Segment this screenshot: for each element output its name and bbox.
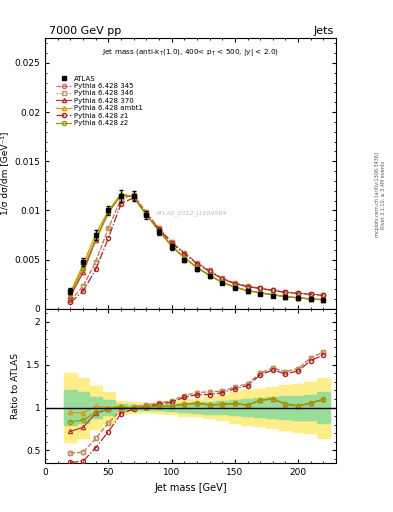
Bar [127,405,140,410]
Bar [115,401,127,414]
Bar [317,377,330,438]
Bar [305,395,317,420]
Bar [140,405,152,410]
Bar [77,392,90,423]
Bar [266,387,279,428]
Bar [229,400,241,415]
Bar [254,389,266,426]
Bar [140,403,152,412]
Legend: ATLAS, Pythia 6.428 345, Pythia 6.428 346, Pythia 6.428 370, Pythia 6.428 ambt1,: ATLAS, Pythia 6.428 345, Pythia 6.428 34… [55,74,144,127]
Bar [266,397,279,418]
Bar [292,383,305,432]
Text: Jets: Jets [314,26,334,36]
Bar [64,373,77,442]
Bar [229,392,241,423]
Text: ATLAS_2012_I1094564: ATLAS_2012_I1094564 [155,210,226,216]
Bar [279,396,292,419]
Bar [241,399,254,416]
Bar [127,402,140,413]
Bar [254,398,266,417]
Bar [317,392,330,423]
Bar [102,400,115,415]
Y-axis label: 1/σ dσ/dm [GeV⁻¹]: 1/σ dσ/dm [GeV⁻¹] [0,132,9,216]
Bar [203,401,216,414]
Bar [102,392,115,423]
Bar [90,397,102,418]
X-axis label: Jet mass [GeV]: Jet mass [GeV] [154,483,227,493]
Text: Rivet 3.1.10, ≥ 3.4M events: Rivet 3.1.10, ≥ 3.4M events [381,160,386,229]
Bar [90,386,102,429]
Bar [178,403,191,412]
Bar [203,397,216,418]
Bar [305,382,317,433]
Bar [216,395,229,420]
Bar [216,401,229,414]
Text: 7000 GeV pp: 7000 GeV pp [49,26,121,36]
Bar [178,399,191,416]
Bar [191,402,203,413]
Bar [77,377,90,438]
Bar [165,404,178,411]
Bar [292,396,305,419]
Bar [165,401,178,414]
Bar [191,399,203,416]
Bar [64,390,77,425]
Bar [152,402,165,413]
Text: mcplots.cern.ch [arXiv:1306.3436]: mcplots.cern.ch [arXiv:1306.3436] [375,152,380,237]
Text: Jet mass (anti-k$_\mathrm{T}$(1.0), 400< p$_\mathrm{T}$ < 500, |y| < 2.0): Jet mass (anti-k$_\mathrm{T}$(1.0), 400<… [102,47,279,57]
Bar [241,390,254,425]
Bar [115,404,127,411]
Bar [279,385,292,430]
Bar [152,405,165,410]
Y-axis label: Ratio to ATLAS: Ratio to ATLAS [11,353,20,419]
